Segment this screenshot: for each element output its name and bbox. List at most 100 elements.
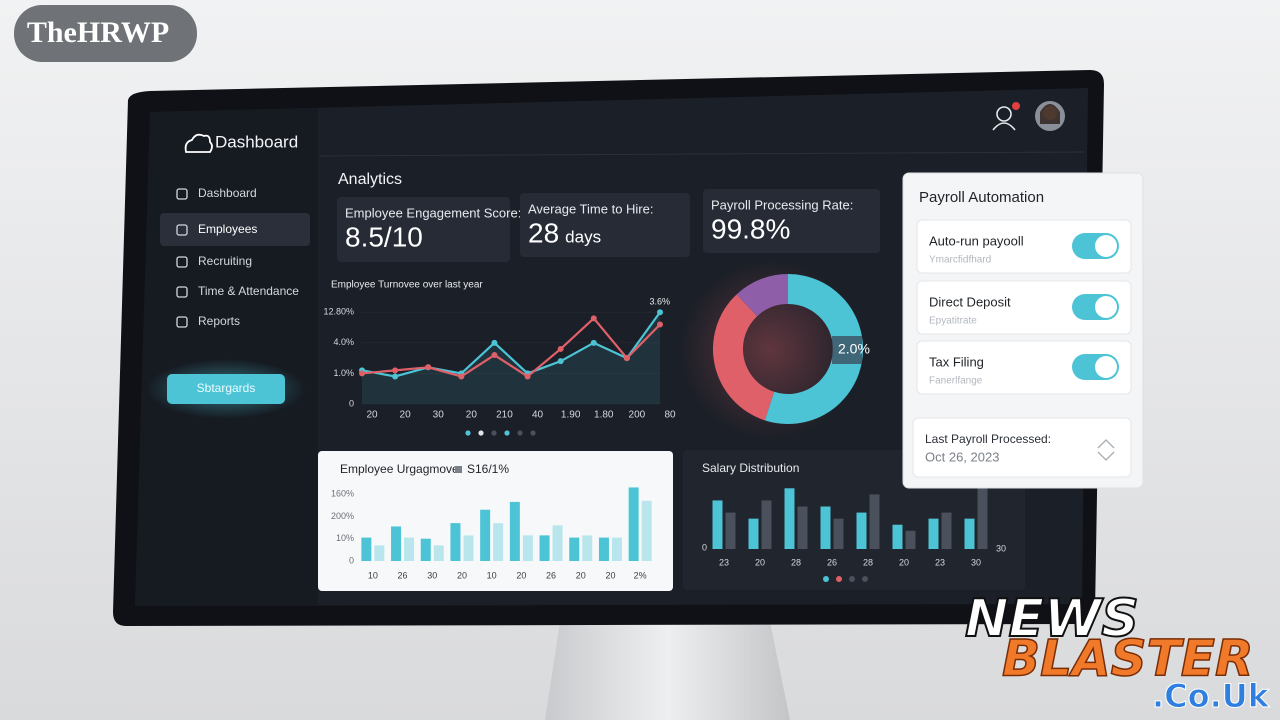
page-dot[interactable] — [465, 430, 471, 436]
bar — [582, 535, 593, 561]
payroll-row — [916, 280, 1132, 335]
x-tick-label: 23 — [935, 557, 945, 567]
point — [590, 339, 597, 346]
brand-blaster: BLASTER — [1002, 630, 1253, 688]
bar — [784, 488, 795, 549]
nav-active-bg — [160, 213, 310, 246]
last-payroll-card — [912, 417, 1132, 478]
bar — [611, 537, 622, 561]
page-dot[interactable] — [478, 430, 484, 436]
kpi-card — [703, 189, 880, 253]
last-payroll-value: Oct 26, 2023 — [925, 449, 999, 464]
x-tick-label: 20 — [516, 570, 526, 580]
bar — [892, 524, 903, 549]
donut-label-bg — [832, 336, 862, 364]
bar — [450, 523, 461, 561]
x-tick-label: 210 — [496, 410, 513, 421]
x-tick-label: 20 — [400, 410, 412, 421]
kpi-unit: days — [565, 227, 601, 246]
point — [590, 315, 597, 322]
payroll-item-label: Auto-run payooll — [929, 233, 1024, 248]
user-icon[interactable] — [996, 106, 1012, 122]
payroll-row — [916, 219, 1132, 274]
bar — [628, 487, 639, 561]
bar — [374, 545, 385, 561]
topbar-divider — [319, 151, 1085, 157]
bar — [820, 506, 831, 549]
page-dot[interactable] — [530, 430, 536, 436]
brand-domain: .Co.Uk — [1152, 677, 1270, 715]
x-tick-label: 10 — [368, 570, 378, 580]
nav-icon — [176, 256, 188, 268]
nav-item[interactable]: Employees — [198, 222, 257, 236]
bar — [905, 530, 916, 549]
page-dot[interactable] — [491, 430, 497, 436]
page-dot[interactable] — [862, 576, 868, 582]
bar — [797, 506, 808, 549]
kpi-label: Average Time to Hire: — [528, 201, 653, 216]
x-tick-label: 10 — [487, 570, 497, 580]
bar — [761, 500, 772, 549]
watermark-pill — [14, 5, 197, 62]
payroll-item-sub: Ymarcfidfhard — [929, 255, 991, 266]
bar — [493, 523, 504, 561]
payroll-row — [916, 340, 1132, 395]
nav-item[interactable]: Dashboard — [198, 186, 257, 200]
bar — [941, 512, 952, 549]
sidebar-button[interactable] — [167, 374, 285, 404]
sidebar-bg — [135, 108, 318, 606]
nav-item[interactable]: Time & Attendance — [198, 284, 299, 298]
bar — [856, 512, 867, 549]
kpi-card — [520, 193, 690, 257]
x-tick-label: 28 — [791, 557, 801, 567]
bar — [928, 518, 939, 549]
donut-label: 2.0% — [838, 341, 870, 357]
sidebar-title: Dashboard — [215, 132, 298, 151]
y-tick-label: 0 — [349, 398, 354, 408]
sort-icon[interactable] — [1097, 439, 1115, 461]
y-tick-label: 200% — [331, 511, 354, 521]
bar — [598, 537, 609, 561]
page-dot[interactable] — [849, 576, 855, 582]
y-tick-label: 1.0% — [333, 368, 354, 378]
x-tick-label: 20 — [466, 410, 478, 421]
bar — [361, 537, 372, 561]
x-tick-label: 20 — [576, 570, 586, 580]
kpi-value: 28 — [528, 217, 559, 248]
payroll-item-sub: Epyatitrate — [929, 316, 977, 327]
bar — [539, 535, 550, 561]
page-dot[interactable] — [504, 430, 510, 436]
point — [491, 352, 498, 359]
toggle-knob — [1095, 356, 1117, 378]
bar — [480, 509, 491, 561]
point — [491, 339, 498, 346]
bar — [569, 537, 580, 561]
y-tick-label: 4.0% — [333, 337, 354, 347]
page-dot[interactable] — [517, 430, 523, 436]
brand-news: NEWS — [965, 589, 1139, 649]
line — [361, 311, 661, 378]
point — [392, 367, 399, 374]
point — [425, 364, 432, 371]
nav-item[interactable]: Recruiting — [198, 254, 252, 268]
bar — [463, 535, 474, 561]
nav-item[interactable]: Reports — [198, 314, 240, 328]
page-dot[interactable] — [823, 576, 829, 582]
chart-title: Salary Distribution — [702, 461, 799, 475]
logo-icon — [184, 133, 213, 153]
notification-dot — [1012, 102, 1020, 110]
point — [359, 370, 365, 377]
y-tick-label: 160% — [331, 489, 354, 499]
point — [623, 355, 630, 362]
bar — [433, 545, 444, 561]
kpi-value: 8.5/10 — [345, 221, 423, 252]
y-axis-label: 30 — [996, 543, 1006, 553]
kpi-label: Employee Engagement Score: — [345, 205, 521, 220]
x-tick-label: 1.90 — [561, 410, 581, 421]
x-tick-label: 20 — [366, 410, 378, 421]
user-icon-body — [992, 122, 1016, 131]
sidebar-button-label: Sbtargards — [197, 381, 256, 395]
page-dot[interactable] — [836, 576, 842, 582]
x-tick-label: 30 — [971, 557, 981, 567]
